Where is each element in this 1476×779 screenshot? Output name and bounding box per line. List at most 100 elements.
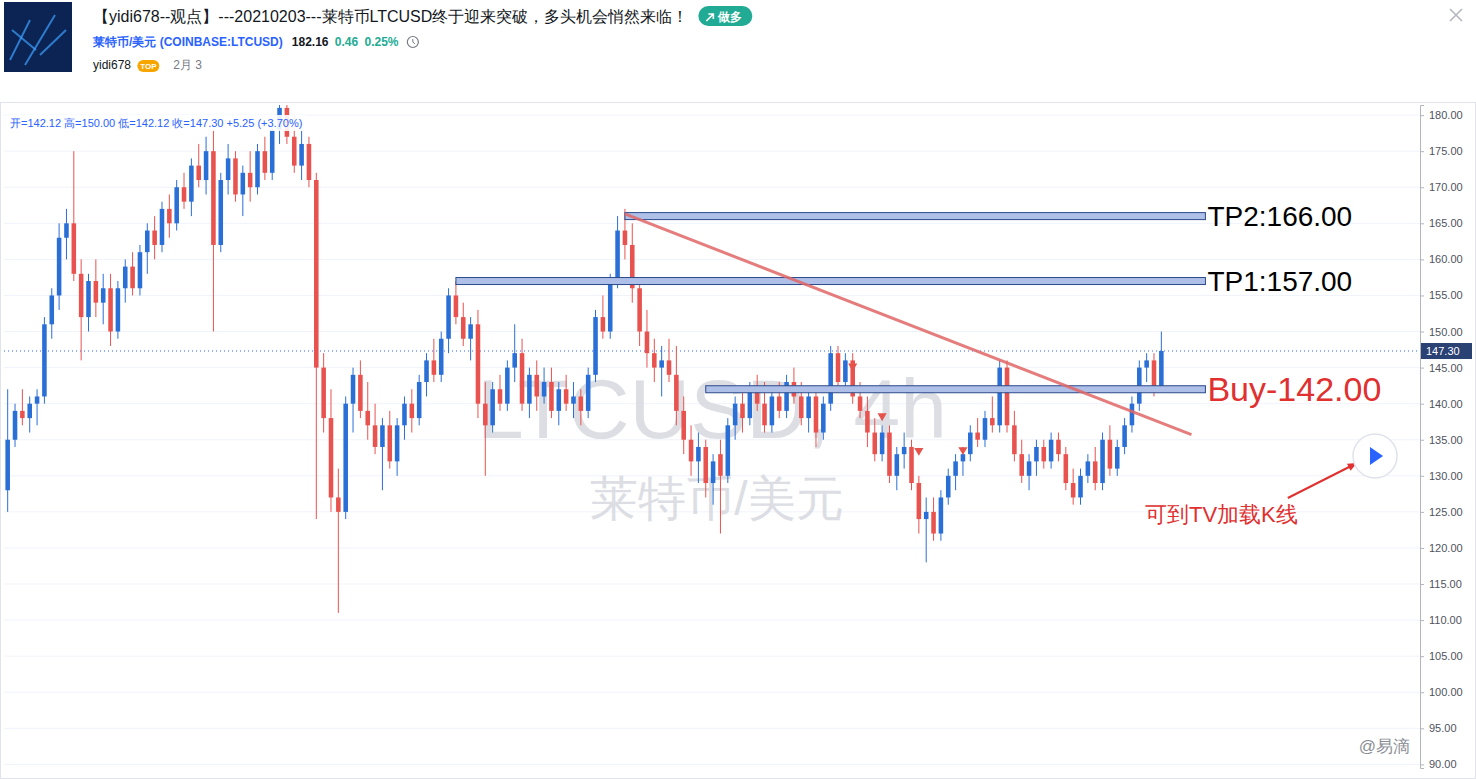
grid-line [4, 728, 1420, 729]
avatar-line [25, 15, 55, 65]
tick-label: 165.00 [1429, 217, 1463, 229]
candle-body [108, 288, 113, 331]
tick: 135.00 [1420, 434, 1463, 446]
candle-body [740, 404, 745, 418]
candle-body [968, 433, 973, 455]
badge-arrow[interactable] [706, 14, 713, 21]
ohlc-legend: 开=142.12 高=150.00 低=142.12 收=147.30 +5.2… [7, 115, 305, 131]
candle-body [189, 166, 194, 202]
play-circle[interactable] [1353, 434, 1397, 478]
candle-body [432, 360, 437, 374]
author-badge-bg [137, 60, 159, 72]
level-label: TP2:166.00 [1207, 201, 1352, 232]
candle-body [1019, 454, 1024, 476]
tick-label: 115.00 [1429, 578, 1462, 590]
candle-body [615, 231, 620, 282]
candle-body [299, 144, 304, 166]
candle-body [997, 368, 1002, 426]
candle-body [329, 418, 334, 497]
candle-body [145, 231, 150, 253]
candle-body [983, 418, 988, 440]
tick-mark [1420, 259, 1424, 260]
candle-body [1041, 447, 1046, 461]
tick-label: 110.00 [1429, 614, 1462, 626]
candle-body [351, 375, 356, 404]
level-band [706, 386, 1206, 393]
tick-label: 125.00 [1429, 506, 1463, 518]
candle-wick [720, 440, 721, 534]
candle-body [395, 425, 400, 461]
candle-body [160, 209, 165, 245]
candle-body [542, 382, 547, 396]
candle-body [49, 295, 54, 324]
candle-body [534, 375, 539, 397]
play-icon[interactable] [1370, 447, 1383, 465]
candle-body [1144, 360, 1149, 367]
candle-body [468, 324, 473, 338]
candle-body [1115, 447, 1120, 469]
candle-body [233, 158, 238, 194]
y-axis: 90.0095.00100.00105.00110.00115.00120.00… [1420, 106, 1463, 771]
candle-body [380, 425, 385, 447]
badge-text[interactable]: 做多 [717, 10, 742, 24]
candle-body [689, 440, 694, 462]
tick-label: 140.00 [1429, 398, 1463, 410]
grid-line [4, 584, 1420, 585]
tick-mark [1420, 368, 1424, 369]
tick-label: 90.00 [1429, 758, 1457, 770]
tick-label: 180.00 [1429, 109, 1463, 121]
candle-body [1064, 454, 1069, 483]
level-label: Buy-142.00 [1207, 370, 1381, 408]
candle-body [1034, 447, 1039, 461]
candle-body [1159, 351, 1164, 388]
tick: 100.00 [1420, 686, 1463, 698]
tick: 95.00 [1420, 722, 1457, 734]
candle-body [182, 187, 187, 201]
candle-body [57, 238, 62, 296]
candle-body [402, 404, 407, 426]
candle-body [5, 440, 10, 491]
candle-body [975, 433, 980, 440]
candle-body [454, 295, 459, 317]
tick: 125.00 [1420, 506, 1463, 518]
note-arrow [1288, 463, 1357, 498]
tick-mark [1420, 476, 1424, 477]
candle-body [931, 512, 936, 534]
candle-body [917, 483, 922, 519]
candle-body [799, 396, 804, 418]
candle-body [1100, 440, 1105, 483]
candle-body [483, 404, 488, 426]
candle-body [1012, 425, 1017, 454]
badge-bg[interactable] [698, 6, 752, 26]
tick-mark [1420, 187, 1424, 188]
candle-body [527, 375, 532, 404]
candle-body [1078, 476, 1083, 498]
candle-body [79, 274, 84, 317]
clock-hand [413, 39, 415, 44]
author[interactable]: yidi678 [93, 58, 131, 72]
tick: 170.00 [1420, 181, 1463, 193]
tick: 90.00 [1420, 758, 1457, 770]
grid-line [4, 331, 1420, 332]
last-price-box [1421, 343, 1472, 359]
close-button[interactable] [1450, 9, 1462, 21]
symbol[interactable]: 莱特币/美元 (COINBASE:LTCUSD) [92, 35, 283, 49]
candle-body [909, 447, 914, 483]
candle-body [645, 332, 650, 354]
candle-wick [1146, 353, 1147, 382]
candle-wick [485, 382, 486, 476]
candle-body [1152, 360, 1157, 389]
candle-body [138, 252, 143, 288]
candle-body [1122, 425, 1127, 447]
play-button[interactable] [1353, 434, 1397, 478]
badge[interactable]: 做多 [698, 6, 752, 26]
close-icon[interactable] [1450, 9, 1462, 21]
tick-label: 160.00 [1429, 253, 1463, 265]
candle-body [130, 267, 135, 289]
candle-body [123, 267, 128, 289]
candle-body [711, 461, 716, 483]
candle-body [476, 324, 481, 403]
grid-line [4, 764, 1420, 765]
author-badge: TOP [137, 60, 159, 72]
candle-body [726, 425, 731, 476]
